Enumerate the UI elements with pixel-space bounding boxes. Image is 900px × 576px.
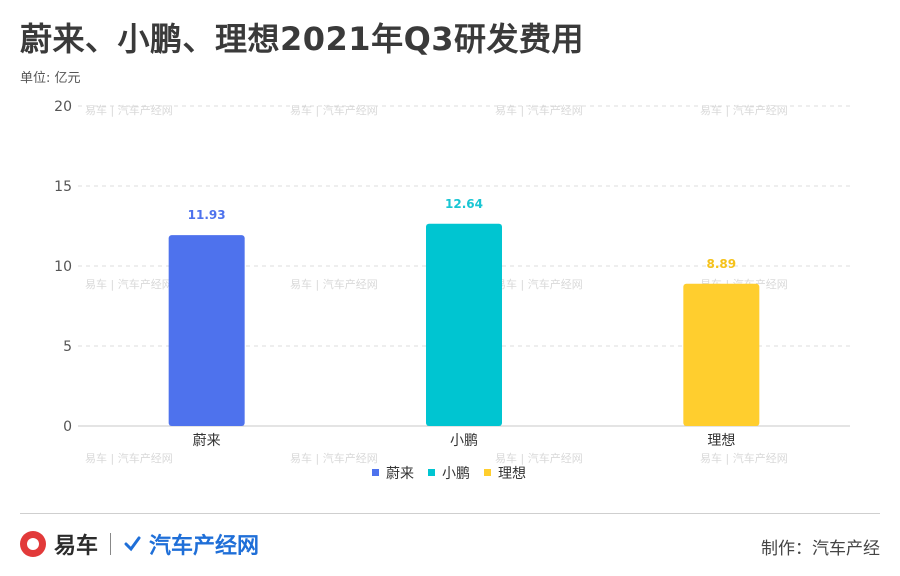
bar xyxy=(168,235,245,426)
watermark-text: 易车 | 汽车产经网 xyxy=(495,103,583,117)
yiche-logo-icon xyxy=(20,531,46,557)
x-tick-label: 蔚来 xyxy=(193,433,221,449)
bar xyxy=(426,223,502,426)
watermark-text: 易车 | 汽车产经网 xyxy=(85,277,173,291)
watermark-text: 易车 | 汽车产经网 xyxy=(700,451,788,465)
yiche-logo-text: 易车 xyxy=(54,534,99,559)
legend-swatch xyxy=(372,469,379,476)
unit-label: 单位: 亿元 xyxy=(20,71,81,86)
legend-label: 小鹏 xyxy=(442,466,470,482)
qcj-logo-text: 汽车产经网 xyxy=(149,534,260,559)
qcj-logo-icon xyxy=(124,536,141,552)
watermark-text: 易车 | 汽车产经网 xyxy=(290,103,378,117)
bar xyxy=(683,283,760,426)
watermark-text: 易车 | 汽车产经网 xyxy=(495,451,583,465)
y-tick-label: 5 xyxy=(63,339,72,355)
legend-label: 理想 xyxy=(498,466,526,482)
watermark-text: 易车 | 汽车产经网 xyxy=(495,277,583,291)
legend-label: 蔚来 xyxy=(386,466,414,482)
data-label: 12.64 xyxy=(445,197,483,211)
y-tick-label: 20 xyxy=(54,99,72,115)
footer-divider xyxy=(20,513,880,514)
data-label: 11.93 xyxy=(188,208,226,222)
watermark-text: 易车 | 汽车产经网 xyxy=(290,451,378,465)
chart-title: 蔚来、小鹏、理想2021年Q3研发费用 xyxy=(20,20,585,58)
watermark-text: 易车 | 汽车产经网 xyxy=(700,103,788,117)
y-tick-label: 15 xyxy=(54,179,72,195)
x-tick-label: 小鹏 xyxy=(450,433,478,449)
x-tick-label: 理想 xyxy=(707,433,735,449)
watermark-text: 易车 | 汽车产经网 xyxy=(290,277,378,291)
y-tick-label: 0 xyxy=(63,419,72,435)
producer-credit: 制作：汽车产经 xyxy=(761,539,880,559)
y-tick-label: 10 xyxy=(54,259,72,275)
legend-swatch xyxy=(484,469,491,476)
watermark-text: 易车 | 汽车产经网 xyxy=(85,451,173,465)
data-label: 8.89 xyxy=(707,257,737,271)
legend-swatch xyxy=(428,469,435,476)
bar-chart: 易车 | 汽车产经网 易车 | 汽车产经网 易车 | 汽车产经网 易车 | 汽车产经网… xyxy=(54,99,850,482)
footer-logo: 易车 汽车产经网 xyxy=(20,527,259,561)
watermark-text: 易车 | 汽车产经网 xyxy=(85,103,173,117)
logo-separator xyxy=(110,533,112,555)
